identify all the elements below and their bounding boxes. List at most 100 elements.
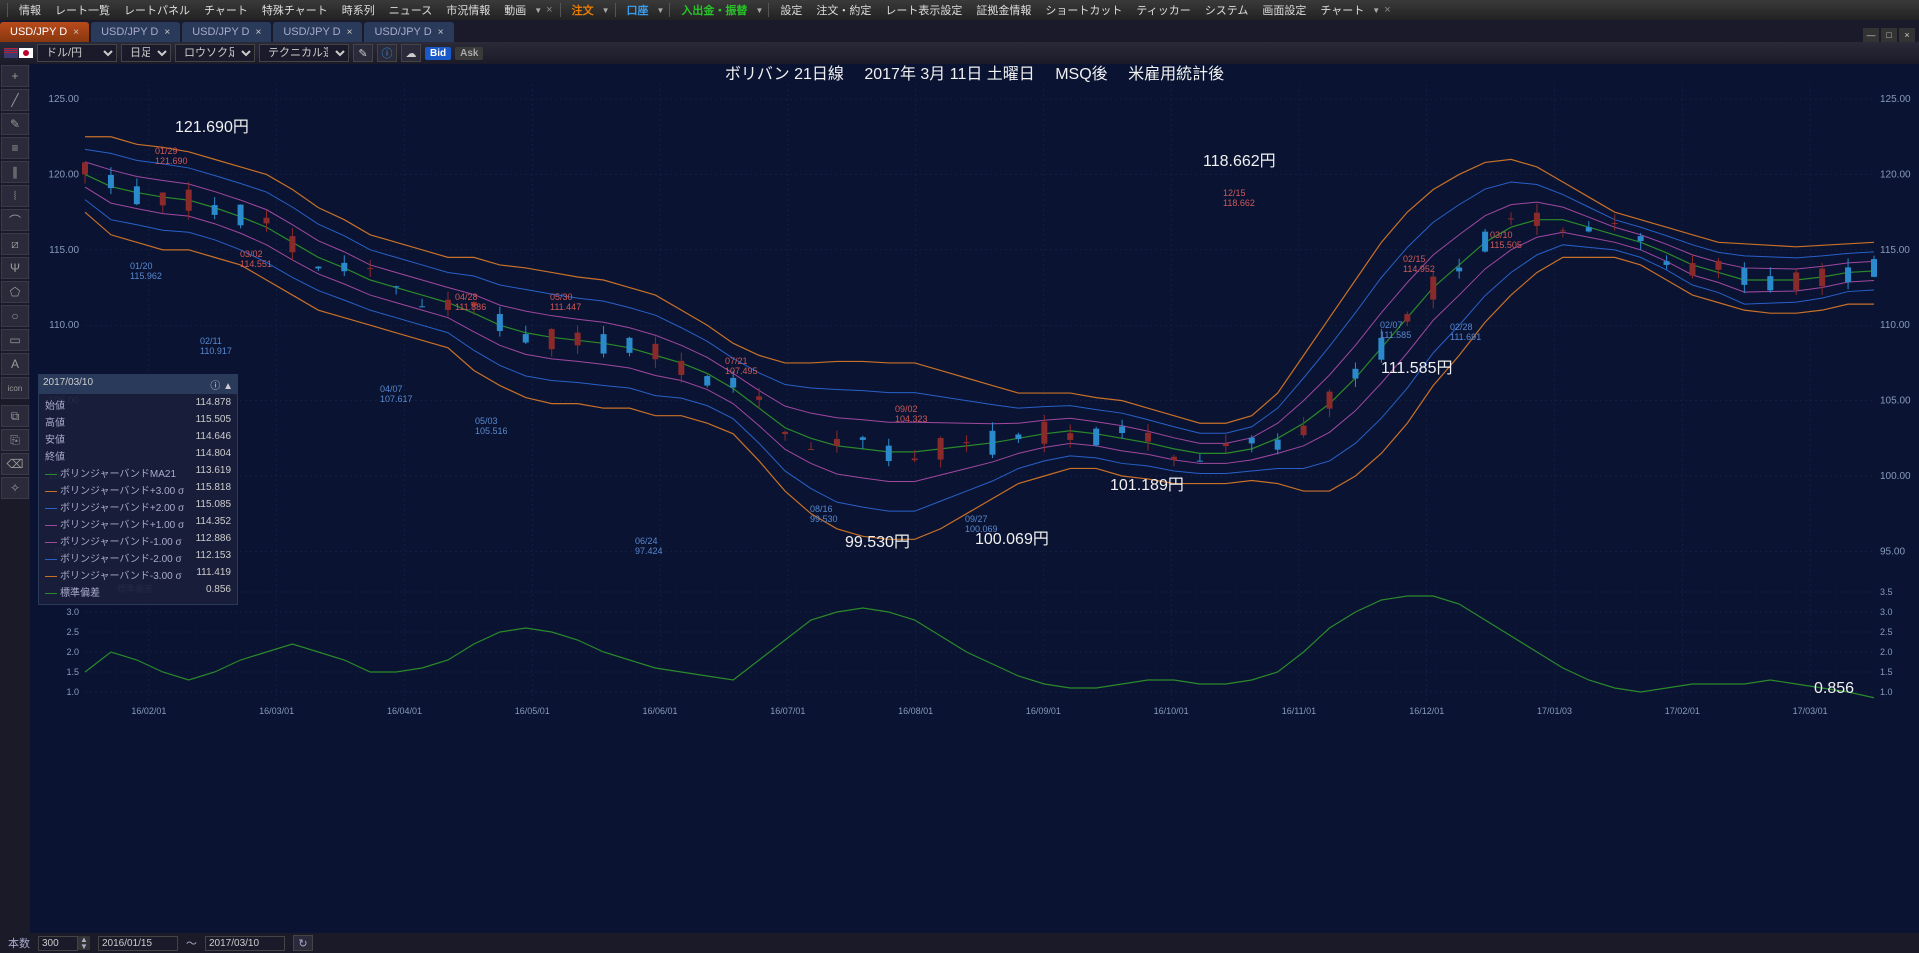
info-icon[interactable]: ⓘ: [377, 44, 397, 62]
fib-icon[interactable]: ⦚: [1, 185, 29, 207]
chart-tab[interactable]: USD/JPY D×: [273, 22, 362, 42]
chart-tab[interactable]: USD/JPY D×: [182, 22, 271, 42]
menu-special-chart[interactable]: 特殊チャート: [256, 0, 334, 20]
pencil-icon[interactable]: ✎: [353, 44, 373, 62]
cloud-icon[interactable]: ☁: [401, 44, 421, 62]
tab-close-icon[interactable]: ×: [347, 27, 353, 38]
technical-select[interactable]: テクニカル選択: [259, 44, 349, 62]
info-row: 始値114.878: [43, 396, 233, 413]
svg-text:0.856: 0.856: [1814, 680, 1854, 697]
trend-icon[interactable]: ╱: [1, 89, 29, 111]
info-row: 終値114.804: [43, 447, 233, 464]
tab-label: USD/JPY D: [10, 26, 67, 38]
menu-video[interactable]: 動画: [498, 0, 532, 20]
tab-close-icon[interactable]: ×: [164, 27, 170, 38]
svg-text:01/29: 01/29: [155, 146, 178, 156]
menu-chart[interactable]: チャート: [198, 0, 254, 20]
menu-timeseries[interactable]: 時系列: [336, 0, 381, 20]
svg-text:02/11: 02/11: [200, 336, 222, 346]
menu-rate-display[interactable]: レート表示設定: [879, 0, 968, 20]
main-area: + ╱ ✎ ≡ ∥ ⦚ ⌒ ⧄ Ψ ⬠ ○ ▭ A icon ⧉ ⎘ ⌫ ✧ 1…: [0, 64, 1919, 933]
menu-system[interactable]: システム: [1199, 0, 1255, 20]
menu-info[interactable]: 情報: [13, 0, 47, 20]
refresh-icon[interactable]: ↻: [293, 935, 313, 951]
close-icon[interactable]: ×: [1899, 28, 1915, 42]
svg-text:125.00: 125.00: [48, 94, 79, 105]
gann-icon[interactable]: ⧄: [1, 233, 29, 255]
ask-button[interactable]: Ask: [455, 47, 483, 60]
channel-icon[interactable]: ∥: [1, 161, 29, 183]
dropdown-icon[interactable]: ▼: [1372, 6, 1380, 15]
tab-close-icon[interactable]: ×: [73, 27, 79, 38]
svg-text:104.323: 104.323: [895, 414, 928, 424]
info-row: ボリンジャーバンド-2.00 σ112.153: [43, 549, 233, 566]
tab-bar: USD/JPY D×USD/JPY D×USD/JPY D×USD/JPY D×…: [0, 20, 1919, 42]
menu-deposit[interactable]: 入出金・振替: [675, 0, 753, 20]
chart-tab[interactable]: USD/JPY D×: [364, 22, 453, 42]
currency-flags: [4, 48, 33, 58]
menu-margin[interactable]: 証拠金情報: [970, 0, 1037, 20]
tab-close-icon[interactable]: ×: [438, 27, 444, 38]
pitchfork-icon[interactable]: Ψ: [1, 257, 29, 279]
info-row: ボリンジャーバンド+2.00 σ115.085: [43, 498, 233, 515]
circle-icon[interactable]: ○: [1, 305, 29, 327]
svg-text:09/02: 09/02: [895, 404, 918, 414]
svg-text:03/02: 03/02: [240, 249, 263, 259]
menu-rate-panel[interactable]: レートパネル: [118, 0, 196, 20]
menu-order[interactable]: 注文: [566, 0, 600, 20]
svg-text:16/12/01: 16/12/01: [1409, 706, 1444, 716]
menu-rate-list[interactable]: レート一覧: [49, 0, 116, 20]
timeframe-select[interactable]: 日足: [121, 44, 171, 62]
dropdown-icon[interactable]: ▼: [602, 6, 610, 15]
dropdown-icon[interactable]: ▼: [657, 6, 665, 15]
chart-tab[interactable]: USD/JPY D×: [91, 22, 180, 42]
date-to-input[interactable]: [205, 936, 285, 951]
crosshair-icon[interactable]: +: [1, 65, 29, 87]
menu-account[interactable]: 口座: [621, 0, 655, 20]
svg-text:02/07: 02/07: [1380, 320, 1403, 330]
close-icon[interactable]: ×: [1382, 4, 1392, 16]
eraser-icon[interactable]: ⌫: [1, 453, 29, 475]
date-from-input[interactable]: [98, 936, 178, 951]
svg-text:04/28: 04/28: [455, 292, 478, 302]
count-input[interactable]: [38, 936, 78, 951]
tab-close-icon[interactable]: ×: [255, 27, 261, 38]
dropdown-icon[interactable]: ▼: [755, 6, 763, 15]
svg-text:115.962: 115.962: [130, 271, 162, 281]
chart-tab[interactable]: USD/JPY D ×: [0, 22, 89, 42]
menu-chart2[interactable]: チャート: [1314, 0, 1370, 20]
properties-icon[interactable]: ⎘: [1, 429, 29, 451]
menu-news[interactable]: ニュース: [383, 0, 438, 20]
menu-settings[interactable]: 設定: [774, 0, 808, 20]
icon-tool-icon[interactable]: icon: [1, 377, 29, 399]
count-down-icon[interactable]: ▼: [78, 943, 90, 950]
menu-ticker[interactable]: ティッカー: [1130, 0, 1196, 20]
svg-text:1.0: 1.0: [1880, 687, 1893, 697]
chart-area[interactable]: 125.00125.00120.00120.00115.00115.00110.…: [30, 64, 1919, 933]
info-date: 2017/03/10: [43, 377, 93, 392]
svg-text:17/02/01: 17/02/01: [1665, 706, 1700, 716]
svg-text:07/21: 07/21: [725, 356, 748, 366]
bid-button[interactable]: Bid: [425, 47, 451, 60]
pair-select[interactable]: ドル/円: [37, 44, 117, 62]
close-icon[interactable]: ×: [544, 4, 554, 16]
pencil-icon[interactable]: ✎: [1, 113, 29, 135]
rect-icon[interactable]: ▭: [1, 329, 29, 351]
pentagon-icon[interactable]: ⬠: [1, 281, 29, 303]
menu-screen[interactable]: 画面設定: [1256, 0, 1312, 20]
dropdown-icon[interactable]: ▼: [534, 6, 542, 15]
horizontal-icon[interactable]: ≡: [1, 137, 29, 159]
menu-order-exec[interactable]: 注文・約定: [810, 0, 877, 20]
svg-text:99.530: 99.530: [810, 514, 838, 524]
menu-market[interactable]: 市況情報: [440, 0, 496, 20]
maximize-icon[interactable]: □: [1881, 28, 1897, 42]
charttype-select[interactable]: ロウソク足: [175, 44, 255, 62]
svg-text:115.00: 115.00: [49, 245, 79, 256]
minimize-icon[interactable]: —: [1863, 28, 1879, 42]
text-icon[interactable]: A: [1, 353, 29, 375]
settings-icon[interactable]: ✧: [1, 477, 29, 499]
info-close-icon[interactable]: ⓘ ▲: [210, 377, 233, 392]
menu-shortcut[interactable]: ショートカット: [1039, 0, 1128, 20]
copy-icon[interactable]: ⧉: [1, 405, 29, 427]
arc-icon[interactable]: ⌒: [1, 209, 29, 231]
